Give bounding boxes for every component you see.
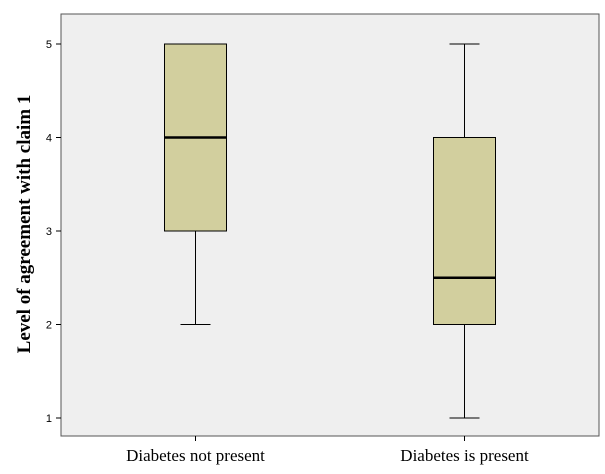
y-axis: 1 2 3 4 5 [46,39,61,425]
plot-area [60,13,600,437]
box-1 [164,43,227,325]
y-tick-label: 3 [46,226,52,238]
y-axis-label: Level of agreement with claim 1 [14,95,35,354]
y-tick-label: 2 [46,320,52,332]
x-tick-label: Diabetes is present [400,446,529,465]
y-tick-label: 1 [46,413,52,425]
y-tick-label: 5 [46,39,52,51]
box-2 [433,43,496,419]
boxes-group [164,43,496,419]
x-tick-label: Diabetes not present [126,446,265,465]
iqr-box [433,137,496,325]
y-tick-label: 4 [46,133,52,145]
x-axis: Diabetes not present Diabetes is present [126,436,529,465]
